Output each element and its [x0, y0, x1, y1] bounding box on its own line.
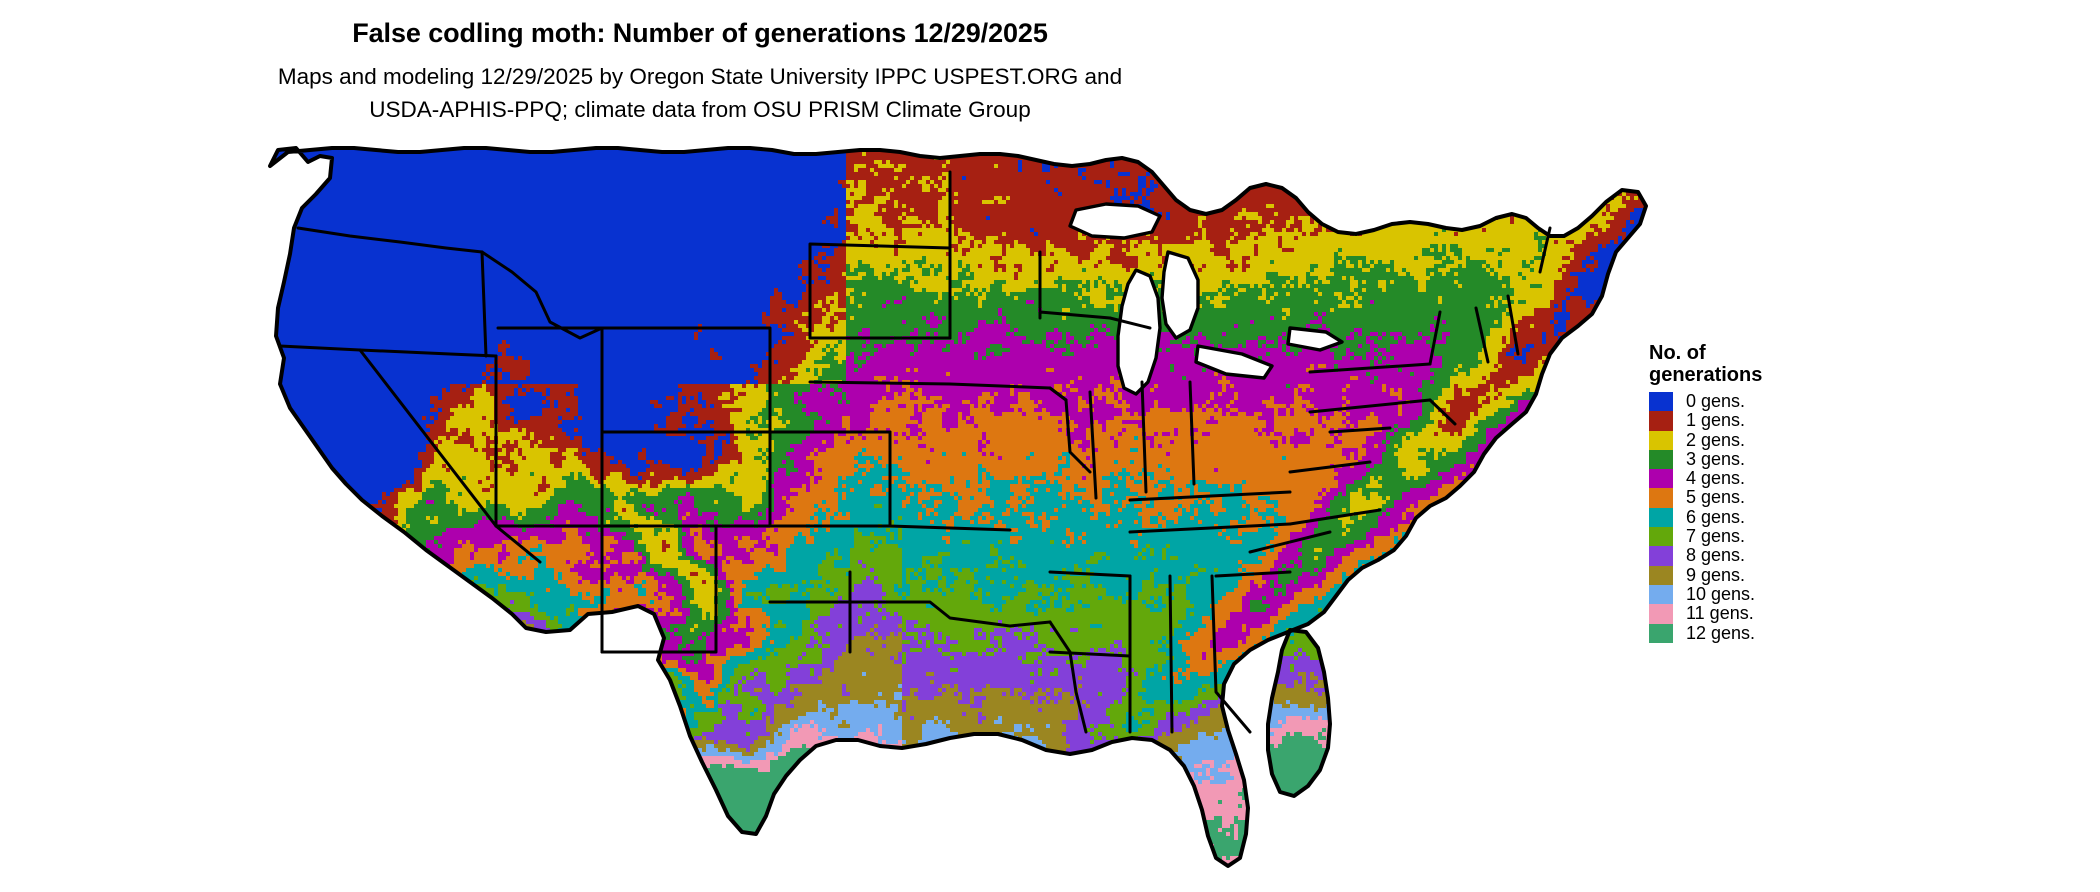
legend-color-swatch: [1649, 565, 1673, 585]
state-line-25: [1210, 574, 1252, 734]
state-line-11: [600, 430, 718, 528]
state-line-34: [1288, 426, 1392, 474]
state-line-2: [480, 250, 488, 358]
state-line-0: [296, 226, 484, 254]
legend-title-line-2: generations: [1649, 363, 1763, 386]
legend-color-swatch: [1649, 584, 1673, 605]
state-line-20: [1048, 620, 1088, 734]
legend-item: 7 gens.: [1649, 526, 1949, 547]
page-subtitle: Maps and modeling 12/29/2025 by Oregon S…: [0, 60, 1400, 126]
state-line-18: [888, 430, 1012, 532]
legend-item-label: 6 gens.: [1686, 506, 1746, 527]
legend-item-label: 2 gens.: [1686, 429, 1746, 450]
state-line-32: [1308, 362, 1432, 414]
legend-item-label: 7 gens.: [1686, 526, 1746, 547]
state-line-5: [600, 326, 772, 434]
state-line-35: [1288, 508, 1382, 526]
legend-color-swatch: [1649, 469, 1673, 489]
legend-color-swatch: [1649, 411, 1673, 431]
lake-superior-border: [1068, 202, 1162, 240]
lake-michigan-border: [1116, 268, 1162, 396]
legend-item: 12 gens.: [1649, 622, 1949, 643]
legend-item: 10 gens.: [1649, 583, 1949, 605]
legend-item-label: 12 gens.: [1686, 622, 1756, 643]
legend-color-swatch: [1649, 392, 1673, 412]
legend-item: 11 gens.: [1649, 603, 1949, 624]
state-line-27: [1128, 490, 1292, 534]
legend-color-swatch: [1649, 488, 1673, 508]
legend-item-label: 0 gens.: [1686, 391, 1746, 411]
legend-item: 4 gens.: [1649, 468, 1949, 489]
legend-item: 3 gens.: [1649, 448, 1949, 470]
state-line-1: [278, 344, 498, 358]
state-line-15: [808, 242, 952, 340]
lake-ontario-border: [1286, 326, 1344, 352]
state-line-33: [1428, 294, 1520, 366]
state-line-22: [1048, 650, 1132, 658]
legend-color-swatch: [1649, 604, 1673, 624]
legend-color-swatch: [1649, 507, 1673, 528]
legend-item: 1 gens.: [1649, 410, 1949, 431]
legend-item-label: 4 gens.: [1686, 468, 1746, 489]
state-line-36: [1428, 398, 1457, 426]
state-line-37: [1538, 226, 1552, 274]
state-line-3: [480, 250, 604, 340]
legend-item: 0 gens.: [1649, 391, 1949, 412]
legend-title-line-1: No. of: [1649, 342, 1706, 364]
state-line-26: [1214, 530, 1332, 578]
legend-item-label: 1 gens.: [1686, 410, 1746, 431]
state-line-19: [768, 570, 1052, 654]
legend-item-label: 10 gens.: [1686, 583, 1756, 604]
state-line-24: [1168, 574, 1174, 734]
state-line-28: [1088, 380, 1196, 500]
legend-item: 8 gens.: [1649, 545, 1949, 566]
legend-color-swatch: [1649, 623, 1673, 643]
legend-item-label: 9 gens.: [1686, 564, 1746, 585]
lake-erie-border: [1194, 344, 1274, 380]
us-generations-map: [250, 132, 1670, 872]
state-line-21: [1048, 570, 1132, 578]
state-line-8: [494, 524, 604, 564]
state-line-14: [808, 336, 952, 386]
legend-item: 9 gens.: [1649, 564, 1949, 585]
state-line-10: [600, 524, 718, 654]
legend-color-swatch: [1649, 430, 1673, 450]
legend-color-swatch: [1649, 527, 1673, 547]
page-title: False codling moth: Number of generation…: [352, 18, 1048, 48]
subtitle-line-1: Maps and modeling 12/29/2025 by Oregon S…: [277, 64, 1123, 89]
state-line-6: [358, 348, 498, 528]
map-legend: No. of generations 0 gens. 1 gens. 2 gens.…: [1649, 342, 1949, 643]
map-canvas: [268, 146, 1648, 868]
state-line-30: [1038, 250, 1112, 320]
legend-title: No. of generations: [1649, 342, 1799, 386]
state-boundaries: [268, 146, 1648, 868]
legend-item-label: 3 gens.: [1686, 448, 1746, 469]
state-line-29: [1048, 386, 1092, 474]
legend-color-swatch: [1649, 546, 1673, 566]
legend-items: 0 gens. 1 gens. 2 gens. 3 gens. 4 gens. 5 gen…: [1649, 391, 1949, 643]
raster-layer: [270, 148, 1646, 866]
legend-item-label: 5 gens.: [1686, 487, 1746, 508]
state-line-31: [1108, 316, 1152, 330]
lake-huron-border: [1160, 250, 1200, 340]
state-line-12: [714, 430, 892, 528]
legend-item-label: 11 gens.: [1686, 603, 1754, 624]
florida-border: [1266, 628, 1332, 798]
national-border: [268, 146, 1648, 868]
legend-item: 2 gens.: [1649, 429, 1949, 450]
legend-item: 6 gens.: [1649, 506, 1949, 528]
legend-color-swatch: [1649, 449, 1673, 470]
legend-item-label: 8 gens.: [1686, 545, 1746, 566]
legend-item: 5 gens.: [1649, 487, 1949, 508]
subtitle-line-2: USDA-APHIS-PPQ; climate data from OSU PR…: [369, 97, 1031, 122]
